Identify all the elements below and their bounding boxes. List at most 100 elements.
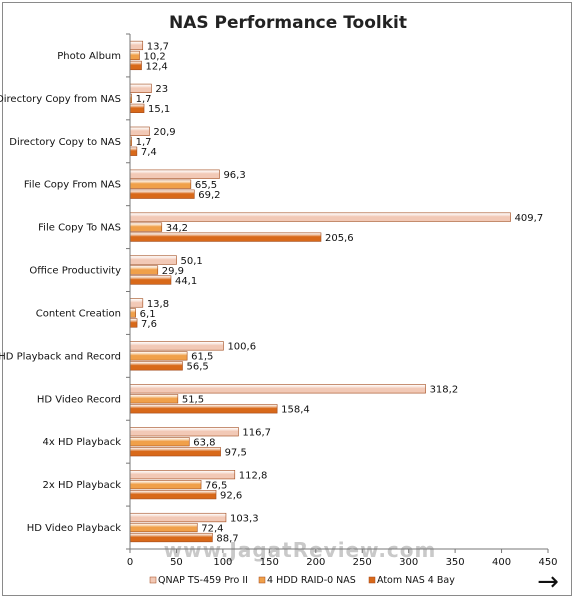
category-label: 4x HD Playback bbox=[43, 437, 122, 448]
bar bbox=[129, 308, 136, 318]
legend-label: 4 HDD RAID-0 NAS bbox=[267, 575, 356, 586]
category-label: Content Creation bbox=[36, 308, 121, 319]
data-label: 13,8 bbox=[147, 299, 169, 310]
data-label: 103,3 bbox=[230, 513, 259, 524]
bar bbox=[129, 447, 221, 457]
category-label: Photo Album bbox=[57, 51, 121, 62]
bar bbox=[129, 103, 145, 113]
legend-swatch bbox=[258, 576, 266, 584]
data-label: 76,5 bbox=[205, 480, 227, 491]
x-tick-label: 200 bbox=[306, 557, 325, 568]
legend-swatch bbox=[149, 576, 157, 584]
data-label: 100,6 bbox=[227, 342, 256, 353]
data-label: 29,9 bbox=[162, 266, 184, 277]
data-label: 63,8 bbox=[193, 438, 215, 449]
data-label: 13,7 bbox=[147, 41, 169, 52]
data-label: 97,5 bbox=[225, 448, 247, 459]
bar bbox=[129, 470, 236, 480]
bar bbox=[129, 83, 152, 93]
bar bbox=[129, 146, 138, 156]
data-label: 56,5 bbox=[186, 362, 208, 373]
category-label: 2x HD Playback bbox=[43, 480, 122, 491]
data-label: 23 bbox=[155, 84, 168, 95]
bar bbox=[129, 60, 142, 71]
bar bbox=[129, 427, 239, 437]
data-label: 7,4 bbox=[141, 147, 157, 158]
category-label: Office Productivity bbox=[29, 266, 121, 277]
bar bbox=[129, 212, 511, 222]
data-label: 61,5 bbox=[191, 352, 213, 363]
watermark: www.JagatReview.com bbox=[164, 538, 437, 562]
category-label: HD Video Playback bbox=[27, 523, 121, 534]
data-label: 6,1 bbox=[140, 309, 156, 320]
data-label: 15,1 bbox=[148, 104, 170, 115]
category-label: HD Video Record bbox=[37, 394, 121, 405]
data-label: 34,2 bbox=[166, 223, 188, 234]
x-tick-label: 450 bbox=[538, 557, 557, 568]
x-axis: 0 50 100 150 200 250 300 350 400 450 bbox=[126, 33, 558, 568]
bar bbox=[129, 169, 220, 179]
bar bbox=[129, 189, 195, 199]
data-label: 88,7 bbox=[216, 533, 238, 544]
data-label: 92,6 bbox=[220, 490, 242, 501]
data-label: 10,2 bbox=[143, 51, 165, 62]
data-label: 116,7 bbox=[242, 428, 271, 439]
legend: QNAP TS-459 Pro II 4 HDD RAID-0 NAS Atom N… bbox=[149, 575, 455, 586]
bar bbox=[129, 351, 188, 361]
legend-label: QNAP TS-459 Pro II bbox=[158, 575, 248, 586]
data-label: 69,2 bbox=[198, 190, 220, 201]
legend-label: Atom NAS 4 Bay bbox=[377, 575, 455, 586]
bar bbox=[129, 384, 426, 394]
bar bbox=[129, 126, 150, 136]
bar bbox=[129, 512, 227, 523]
next-arrow-icon[interactable]: → bbox=[537, 567, 559, 597]
data-label: 158,4 bbox=[281, 405, 310, 416]
data-label: 1,7 bbox=[136, 94, 152, 105]
bar bbox=[129, 255, 177, 265]
bar bbox=[129, 490, 217, 500]
x-tick-label: 400 bbox=[492, 557, 511, 568]
bar bbox=[129, 298, 144, 308]
bar bbox=[129, 404, 278, 414]
data-label: 1,7 bbox=[136, 137, 152, 148]
bar bbox=[129, 318, 138, 328]
category-label: File Copy To NAS bbox=[38, 223, 121, 234]
data-label: 50,1 bbox=[181, 256, 203, 267]
bar bbox=[129, 361, 183, 371]
category-label: Directory Copy to NAS bbox=[9, 137, 121, 148]
category-label: File Copy From NAS bbox=[24, 180, 121, 191]
category-label: HD Playback and Record bbox=[0, 351, 121, 362]
chart-frame bbox=[2, 2, 572, 596]
legend-swatch bbox=[368, 576, 376, 584]
bar bbox=[129, 437, 190, 447]
bar bbox=[129, 480, 202, 490]
x-tick-label: 350 bbox=[446, 557, 465, 568]
x-tick-label: 150 bbox=[260, 557, 279, 568]
bar bbox=[129, 232, 322, 242]
chart-title: NAS Performance Toolkit bbox=[169, 13, 407, 33]
bars-layer: Photo Album 13,710,212,4 Directory Copy fr… bbox=[0, 40, 544, 544]
data-label: 44,1 bbox=[175, 276, 197, 287]
x-tick-label: 0 bbox=[127, 557, 133, 568]
x-tick-label: 300 bbox=[399, 557, 418, 568]
data-label: 205,6 bbox=[325, 233, 354, 244]
bar bbox=[129, 222, 163, 232]
data-label: 7,6 bbox=[141, 319, 157, 330]
data-label: 12,4 bbox=[146, 61, 168, 72]
bar bbox=[129, 522, 198, 533]
bar bbox=[129, 275, 172, 285]
x-tick-label: 250 bbox=[353, 557, 372, 568]
data-label: 51,5 bbox=[182, 395, 204, 406]
data-label: 65,5 bbox=[195, 180, 217, 191]
bar bbox=[129, 50, 140, 61]
bar bbox=[129, 394, 179, 404]
data-label: 409,7 bbox=[515, 213, 544, 224]
bar bbox=[129, 341, 224, 351]
x-tick-label: 50 bbox=[170, 557, 183, 568]
bar bbox=[129, 40, 144, 51]
data-label: 72,4 bbox=[201, 523, 223, 534]
data-label: 20,9 bbox=[153, 127, 175, 138]
bar bbox=[129, 265, 159, 275]
data-label: 96,3 bbox=[223, 170, 245, 181]
